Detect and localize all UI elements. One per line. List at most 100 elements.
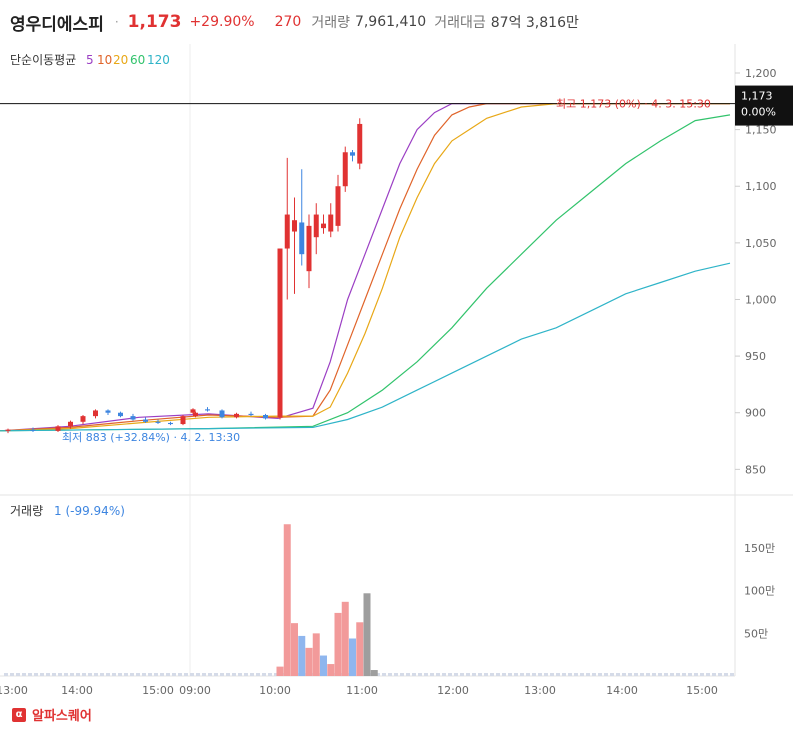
candle-body	[335, 186, 341, 226]
volume-bar	[298, 635, 306, 676]
volume-bar-small	[238, 673, 242, 676]
volume-bar-small	[16, 673, 20, 676]
high-annotation: 최고 1,173 (0%) · 4. 3. 15:30	[556, 98, 711, 111]
volume-bar-small	[400, 673, 404, 676]
volume-bar-small	[4, 673, 8, 676]
volume-bar-small	[232, 673, 236, 676]
volume-bar-small	[166, 673, 170, 676]
candle-body	[357, 123, 363, 164]
volume-bar-small	[610, 673, 614, 676]
candle-body	[168, 422, 173, 425]
candle-body	[93, 410, 98, 417]
stock-header: 영우디에스피 · 1,173 +29.90% 270 거래량 7,961,410…	[0, 0, 793, 45]
alphasquare-logo-icon: α	[12, 707, 26, 722]
volume-bar-small	[550, 673, 554, 676]
price-tick-label: 950	[745, 350, 766, 363]
candle-body	[180, 416, 186, 425]
volume-bar-small	[514, 673, 518, 676]
volume-bar-small	[628, 673, 632, 676]
candle-body	[306, 225, 312, 272]
brand-footer[interactable]: α 알파스퀘어	[12, 705, 92, 724]
volume-bar-small	[388, 673, 392, 676]
stock-name[interactable]: 영우디에스피	[10, 14, 104, 35]
trade-amount-label: 거래대금	[434, 15, 486, 31]
time-tick-label: 13:00	[524, 684, 556, 697]
volume-bar-small	[724, 673, 728, 676]
time-tick-label: 10:00	[259, 684, 291, 697]
candle-body	[68, 421, 73, 427]
candlestick-layer	[5, 118, 363, 434]
candle-body	[219, 410, 225, 418]
brand-name[interactable]: 알파스퀘어	[32, 709, 92, 724]
volume-bar-small	[568, 673, 572, 676]
ma-line-5	[0, 103, 730, 432]
volume-bar-small	[682, 673, 686, 676]
volume-bar-small	[190, 673, 194, 676]
ma-line-120	[0, 262, 731, 432]
candle-body	[292, 220, 297, 232]
candle-body	[205, 409, 210, 411]
volume-bar-small	[406, 673, 410, 676]
candle-body	[143, 419, 148, 422]
volume-bar-small	[622, 673, 626, 676]
volume-bar-small	[112, 673, 116, 676]
volume-bar	[341, 601, 349, 676]
volume-bar-small	[58, 673, 62, 676]
volume-bar-small	[424, 673, 428, 676]
candle-body	[5, 429, 11, 431]
volume-bar-small	[202, 673, 206, 676]
candle-body	[263, 414, 268, 419]
volume-bar-small	[466, 673, 470, 676]
volume-bar-small	[694, 673, 698, 676]
price-tick-label: 900	[745, 407, 766, 420]
volume-bar-small	[214, 673, 218, 676]
volume-bar-small	[52, 673, 56, 676]
volume-bar-small	[730, 673, 734, 676]
volume-legend-label: 거래량	[10, 504, 43, 518]
volume-bar-small	[172, 673, 176, 676]
volume-bar-small	[10, 673, 14, 676]
volume-bar	[312, 633, 320, 676]
volume-bar-small	[670, 673, 674, 676]
volume-bar-small	[592, 673, 596, 676]
ma-legend-60: 60	[130, 53, 145, 67]
candle-body	[328, 214, 334, 232]
volume-bar-small	[130, 673, 134, 676]
chart-area[interactable]: 단순이동평균 5 10 20 60 120 거래량 1 (-99.94%) 1,…	[0, 44, 793, 699]
volume-bar-small	[100, 673, 104, 676]
volume-bar-small	[634, 673, 638, 676]
volume-bar-small	[478, 673, 482, 676]
volume-tick-label: 50만	[744, 627, 768, 640]
volume-bar	[349, 638, 356, 676]
change-percent: +29.90%	[189, 14, 255, 30]
time-tick-label: 11:00	[346, 684, 378, 697]
volume-bar-small	[652, 673, 656, 676]
volume-bar-small	[382, 673, 386, 676]
current-price-tag: 1,173 0.00%	[735, 85, 793, 126]
current-price: 1,173	[127, 12, 182, 32]
volume-bar-small	[28, 673, 32, 676]
volume-bar-small	[376, 673, 380, 676]
candle-body	[299, 222, 305, 255]
trade-amount-value: 87억 3,816만	[490, 15, 579, 31]
volume-bar	[276, 666, 284, 676]
volume-bar-small	[40, 673, 44, 676]
volume-bar-small	[118, 673, 122, 676]
candle-body	[193, 412, 198, 417]
volume-bar-small	[598, 673, 602, 676]
candle-body	[277, 248, 283, 418]
price-volume-chart[interactable]: 단순이동평균 5 10 20 60 120 거래량 1 (-99.94%) 1,…	[0, 44, 793, 699]
volume-bar-small	[604, 673, 608, 676]
time-tick-label: 15:00	[686, 684, 718, 697]
volume-bar-small	[82, 673, 86, 676]
volume-bar-small	[184, 673, 188, 676]
tag-percent: 0.00%	[741, 106, 776, 119]
volume-bar-small	[448, 673, 452, 676]
volume-bar-small	[688, 673, 692, 676]
ma-line-20	[0, 103, 730, 432]
ma-legend-5: 5	[86, 53, 94, 67]
volume-bar	[327, 664, 335, 676]
volume-bar-small	[490, 673, 494, 676]
volume-bar-small	[418, 673, 422, 676]
time-tick-label: 14:00	[61, 684, 93, 697]
